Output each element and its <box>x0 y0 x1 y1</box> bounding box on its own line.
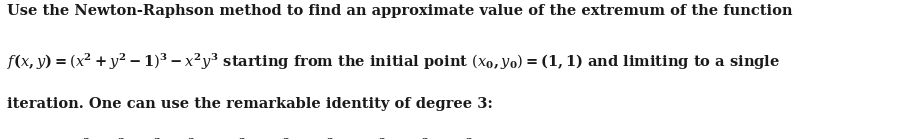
Text: $\mathbf{(\mathit{a}+\mathit{b}+\mathit{c})^3=\mathit{a}^3+\mathit{b}^3+\mathit{: $\mathbf{(\mathit{a}+\mathit{b}+\mathit{… <box>7 136 535 139</box>
Text: Use the Newton-Raphson method to find an approximate value of the extremum of th: Use the Newton-Raphson method to find an… <box>7 4 793 18</box>
Text: $\mathbf{\mathit{f}(\mathit{x},\mathit{y})=\left(\mathit{x}^2+\mathit{y}^2-1\rig: $\mathbf{\mathit{f}(\mathit{x},\mathit{y… <box>7 51 780 72</box>
Text: iteration. One can use the remarkable identity of degree 3:: iteration. One can use the remarkable id… <box>7 97 493 111</box>
